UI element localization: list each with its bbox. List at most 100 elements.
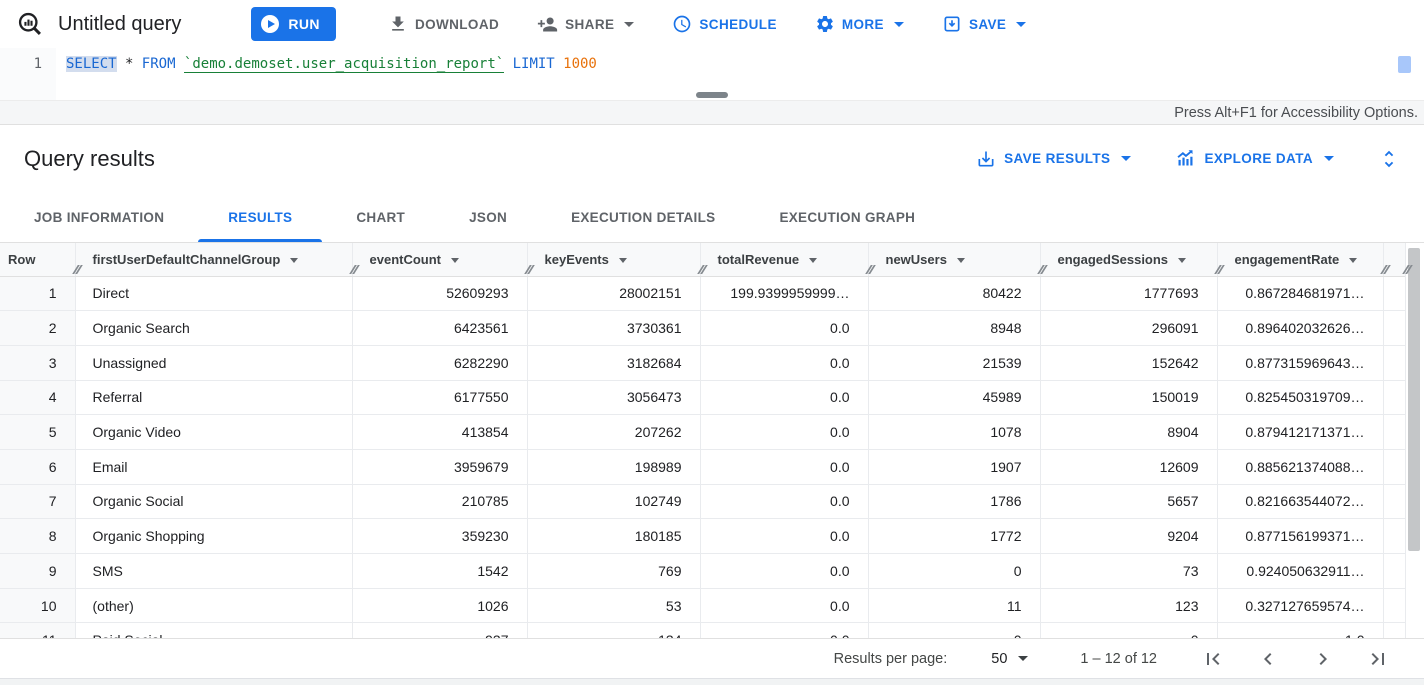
run-button[interactable]: RUN [251,7,336,41]
editor-scrollbar-thumb[interactable] [1398,56,1411,73]
cell-channel: Organic Social [75,484,353,520]
cell-newUsers: 1078 [868,414,1041,450]
column-header-engagementRate[interactable]: engagementRate [1217,243,1391,277]
first-page-icon [1207,652,1220,665]
sql-table-reference[interactable]: `demo.demoset.user_acquisition_report` [183,56,505,73]
tab-results[interactable]: RESULTS [198,192,323,242]
cell-keyEvents: 28002151 [527,276,701,312]
table-row: 7 Organic Social 210785 102749 0.0 1786 5657 0.… [0,484,1405,520]
chevron-down-icon [624,21,635,27]
previous-page-button[interactable] [1256,647,1280,671]
cell-totalRevenue: 0.0 [700,622,869,638]
column-label: firstUserDefaultChannelGroup [92,251,281,267]
cell-eventCount: 359230 [352,518,528,554]
column-header-eventCount[interactable]: eventCount [352,243,535,277]
pane-resize-handle[interactable] [696,92,728,98]
table-row: 10 (other) 1026 53 0.0 11 123 0.327127659574… [0,588,1405,624]
column-label: totalRevenue [717,251,800,267]
column-dropdown-icon[interactable] [1349,257,1358,263]
column-dropdown-icon[interactable] [1178,257,1187,263]
cell-keyEvents: 769 [527,553,701,589]
query-title[interactable]: Untitled query [58,12,182,35]
cell-engagementRate: 0.867284681971… [1217,276,1384,312]
cell-engagementRate: 0.877156199371… [1217,518,1384,554]
cell-spacer [1383,553,1405,589]
cell-newUsers: 0 [868,553,1041,589]
save-results-button[interactable]: SAVE RESULTS [976,149,1132,169]
column-dropdown-icon[interactable] [956,257,965,263]
cell-engagementRate: 0.821663544072… [1217,484,1384,520]
cell-engagementRate: 0.924050632911… [1217,553,1384,589]
table-row: 2 Organic Search 6423561 3730361 0.0 8948 2960… [0,310,1405,346]
sql-keyword-limit: LIMIT [512,56,555,72]
sql-code-line: SELECT * FROM `demo.demoset.user_acquisitio… [56,48,597,100]
cell-keyEvents: 3182684 [527,345,701,381]
cell-eventCount: 6177550 [352,380,528,416]
cell-engagedSessions: 12609 [1040,449,1218,485]
cell-row: 10 [0,588,76,624]
column-label: Row [8,251,36,267]
first-page-button[interactable] [1201,647,1225,671]
cell-spacer [1383,414,1405,450]
column-dropdown-icon[interactable] [290,257,299,263]
chevron-down-icon [1121,156,1132,161]
cell-totalRevenue: 0.0 [700,588,869,624]
column-header-firstUserDefaultChannelGroup[interactable]: firstUserDefaultChannelGroup [75,243,360,277]
tab-json[interactable]: JSON [469,209,508,225]
column-header-keyEvents[interactable]: keyEvents [527,243,708,277]
cell-newUsers: 11 [868,588,1041,624]
download-button[interactable]: DOWNLOAD [388,14,499,34]
play-icon [261,15,280,33]
cell-row: 9 [0,553,76,589]
next-page-button[interactable] [1311,647,1335,671]
save-button[interactable]: SAVE [942,14,1027,34]
share-button[interactable]: SHARE [537,14,635,35]
column-header-totalRevenue[interactable]: totalRevenue [700,243,876,277]
collapse-results-button[interactable] [1378,148,1400,170]
column-dropdown-icon[interactable] [618,257,627,263]
column-dropdown-icon[interactable] [451,257,459,263]
save-results-icon [978,151,994,166]
column-dropdown-icon[interactable] [809,257,818,263]
explore-data-button[interactable]: EXPLORE DATA [1175,148,1334,169]
chevron-left-icon [1264,652,1272,665]
table-scrollbar-thumb[interactable] [1408,248,1420,551]
cell-totalRevenue: 0.0 [700,414,869,450]
cell-eventCount: 937 [352,622,528,638]
download-icon [392,16,404,31]
cell-newUsers: 45989 [868,380,1041,416]
line-number: 1 [0,48,56,100]
chevron-down-icon [1324,156,1334,161]
results-footer: Results per page: 50 1 – 12 of 12 [0,638,1424,678]
last-page-icon [1371,652,1384,665]
cell-row: 7 [0,484,76,520]
column-header-engagedSessions[interactable]: engagedSessions [1040,243,1225,277]
table-row: 9 SMS 1542 769 0.0 0 73 0.924050632911… [0,553,1405,589]
column-label: engagementRate [1234,251,1340,267]
last-page-button[interactable] [1366,647,1390,671]
cell-totalRevenue: 0.0 [700,484,869,520]
column-label: eventCount [369,251,442,267]
tab-execution-graph[interactable]: EXECUTION GRAPH [779,209,916,225]
schedule-button[interactable]: SCHEDULE [672,14,776,34]
column-label: newUsers [885,251,947,267]
tab-job-information[interactable]: JOB INFORMATION [34,209,165,225]
accessibility-hint: Press Alt+F1 for Accessibility Options. [1174,104,1418,121]
tab-execution-details[interactable]: EXECUTION DETAILS [571,209,716,225]
cell-channel: Referral [75,380,353,416]
cell-engagementRate: 0.877315969643… [1217,345,1384,381]
unfold-more-icon [1384,150,1394,167]
cell-newUsers: 80422 [868,276,1041,312]
cell-keyEvents: 3730361 [527,310,701,346]
cell-eventCount: 1542 [352,553,528,589]
more-button[interactable]: MORE [815,14,904,34]
tab-chart[interactable]: CHART [356,209,406,225]
sql-editor[interactable]: 1 SELECT * FROM `demo.demoset.user_acquisit… [0,48,1424,100]
cell-spacer [1383,484,1405,520]
page-size-select[interactable]: 50 [991,651,1029,667]
cell-spacer [1383,588,1405,624]
cell-channel: Email [75,449,353,485]
cell-engagementRate: 0.825450319709… [1217,380,1384,416]
cell-channel: Direct [75,276,353,312]
column-header-newUsers[interactable]: newUsers [868,243,1048,277]
